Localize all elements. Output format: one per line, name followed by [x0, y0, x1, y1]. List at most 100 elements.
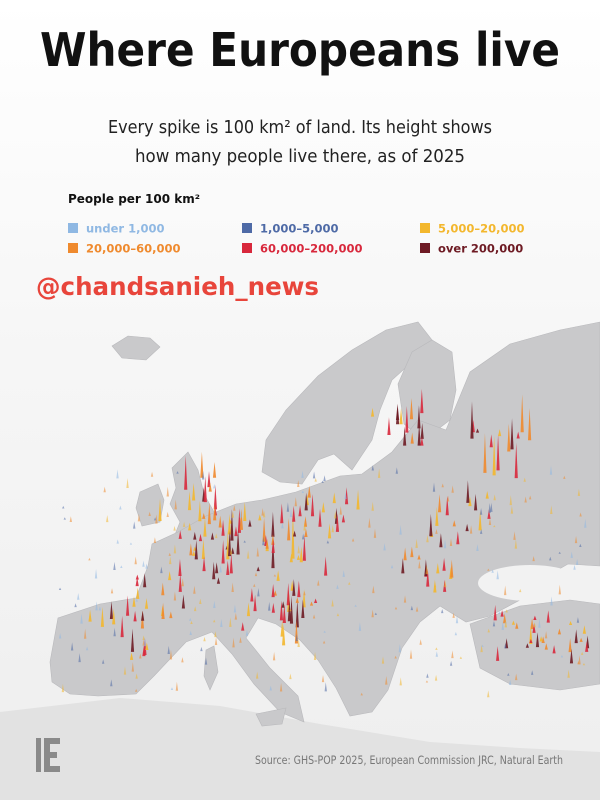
spike: [113, 627, 116, 637]
africa: [0, 698, 600, 800]
spike: [351, 538, 355, 542]
spike: [58, 587, 62, 591]
spike: [182, 521, 186, 527]
spike: [198, 533, 203, 542]
spike: [262, 536, 265, 546]
spike: [145, 642, 149, 650]
spike: [279, 600, 284, 621]
spike: [309, 601, 314, 606]
spike: [505, 609, 508, 613]
spike: [228, 530, 232, 557]
spike: [485, 491, 489, 499]
legend: under 1,000 1,000–5,000 5,000–20,000 20,000…: [68, 222, 525, 256]
spike: [181, 594, 185, 609]
spike: [449, 538, 453, 547]
legend-swatch: [68, 243, 78, 253]
spike: [493, 494, 496, 501]
spike: [304, 528, 308, 538]
sardinia-corsica: [203, 645, 219, 691]
spike: [289, 508, 293, 517]
spike: [417, 405, 421, 429]
map: [0, 321, 600, 800]
legend-label: 20,000–60,000: [86, 242, 181, 256]
spike: [377, 468, 381, 478]
spike: [116, 469, 119, 479]
spike: [178, 530, 182, 539]
spike: [524, 496, 527, 503]
spike: [202, 556, 206, 572]
spike: [533, 615, 537, 620]
spike: [533, 622, 536, 628]
spike: [504, 643, 507, 649]
spike: [297, 545, 300, 554]
spike: [331, 525, 334, 533]
spike: [496, 570, 499, 580]
spike: [221, 519, 225, 536]
legend-label: under 1,000: [86, 222, 164, 236]
spike: [109, 601, 114, 619]
spike: [491, 569, 494, 573]
spike: [401, 558, 405, 574]
spike: [493, 525, 496, 528]
spike: [280, 620, 284, 637]
spike: [190, 620, 193, 625]
spike: [368, 517, 371, 528]
spike: [272, 651, 276, 661]
spike: [153, 517, 157, 521]
spike: [281, 522, 284, 529]
spike: [246, 550, 250, 559]
spike: [280, 503, 284, 524]
spike: [166, 486, 169, 497]
spike: [120, 565, 123, 568]
spike: [287, 599, 291, 622]
spike: [514, 673, 518, 681]
spike: [381, 656, 385, 664]
spike: [336, 584, 339, 589]
spike: [213, 619, 216, 623]
spike: [243, 501, 247, 522]
spike: [212, 561, 216, 580]
spike: [435, 647, 438, 650]
spike: [577, 488, 581, 496]
spike: [230, 508, 234, 541]
spike: [173, 525, 176, 531]
spike: [133, 521, 136, 529]
spike: [550, 505, 553, 515]
spike: [582, 625, 586, 634]
spike: [178, 558, 182, 577]
spike: [245, 629, 249, 636]
spike: [449, 660, 453, 666]
spike: [419, 639, 422, 645]
spike: [116, 539, 119, 544]
spike: [265, 538, 269, 549]
spike: [221, 539, 225, 564]
spike: [528, 495, 532, 500]
spike: [203, 636, 206, 642]
spike: [465, 523, 469, 532]
spike: [474, 493, 478, 511]
spike: [568, 638, 572, 653]
spike: [139, 653, 142, 659]
spike: [160, 566, 163, 574]
spike: [313, 598, 318, 604]
spike: [420, 436, 424, 446]
spike: [544, 631, 548, 639]
spike: [321, 675, 325, 683]
spike: [189, 543, 193, 556]
spike: [456, 531, 460, 545]
spike: [271, 539, 275, 553]
spike: [579, 543, 582, 548]
spike: [313, 651, 317, 660]
spike: [580, 651, 584, 655]
spike: [327, 523, 332, 539]
spike: [301, 533, 305, 540]
spike: [176, 471, 179, 474]
spike: [294, 497, 297, 507]
spike: [232, 637, 235, 648]
spike: [94, 568, 98, 579]
spike: [271, 583, 275, 598]
spike: [215, 562, 219, 574]
spike: [498, 429, 502, 437]
spike: [370, 407, 375, 417]
spike: [234, 526, 238, 537]
